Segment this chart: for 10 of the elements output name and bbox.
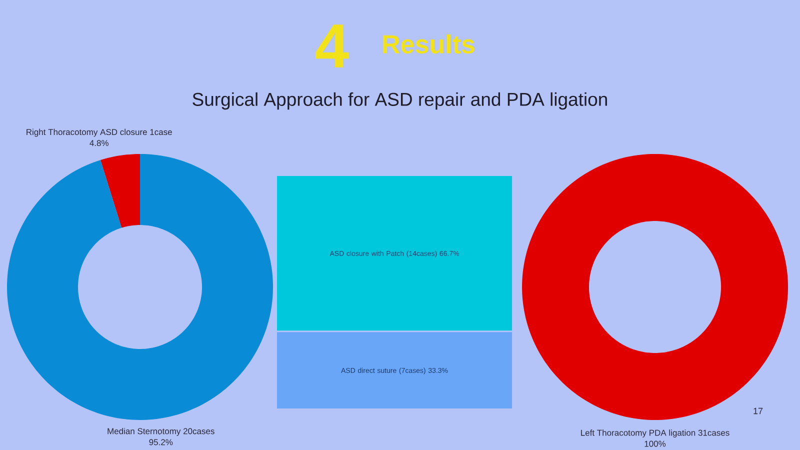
- text: Surgical Approach for ASD repair and PDA ligation: [192, 92, 607, 110]
- data-label: 4.8%: [90, 140, 109, 146]
- slice-label: Right Thoracotomy ASD closure 1case: [26, 128, 172, 137]
- slice-label: Median Sternotomy 20cases: [108, 428, 214, 436]
- text: 17: [754, 408, 763, 414]
- slice-label: Left Thoracotomy PDA ligation 31cases: [581, 430, 730, 438]
- data-label: 95.2%: [149, 439, 173, 446]
- data-label: 100%: [644, 440, 666, 447]
- text: Results: [383, 34, 474, 54]
- text: 4: [316, 24, 349, 68]
